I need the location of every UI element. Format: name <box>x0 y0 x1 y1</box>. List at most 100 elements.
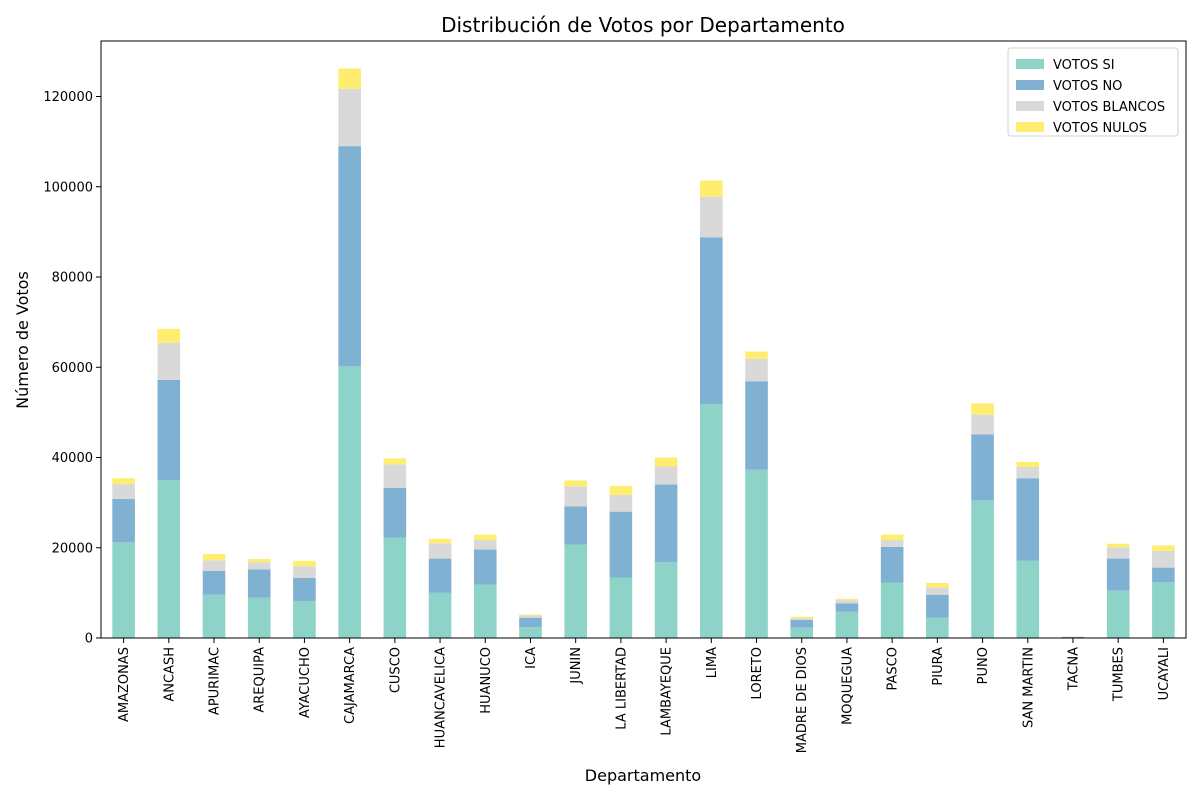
bar-madre-de-dios-votos-si <box>790 627 814 638</box>
x-tick-label-puno: PUNO <box>976 647 991 684</box>
bar-tumbes-votos-nulos <box>1106 543 1130 548</box>
bar-pasco-votos-no <box>880 546 904 583</box>
bar-lima-votos-blancos <box>700 196 723 238</box>
bar-piura-votos-nulos <box>926 582 949 588</box>
bar-amazonas-votos-si <box>112 542 135 638</box>
x-tick-label-loreto: LORETO <box>750 647 765 699</box>
bar-huancavelica-votos-nulos <box>428 538 452 544</box>
bar-loreto-votos-si <box>745 469 768 638</box>
bar-cusco-votos-si <box>383 537 407 638</box>
bar-apurimac-votos-no <box>202 570 226 595</box>
bar-cusco-votos-nulos <box>383 458 407 465</box>
y-axis-label: Número de Votos <box>13 271 32 409</box>
x-tick-label-madre-de-dios: MADRE DE DIOS <box>795 647 810 753</box>
bar-lambayeque-votos-si <box>654 562 678 638</box>
bar-cusco-votos-no <box>383 487 407 538</box>
legend-swatch-votos-nulos <box>1016 122 1044 132</box>
x-tick-label-cajamarca: CAJAMARCA <box>343 647 358 724</box>
x-tick-label-piura: PIURA <box>931 647 946 686</box>
bar-ucayali-votos-blancos <box>1152 550 1175 568</box>
bar-la-libertad-votos-si <box>609 577 633 638</box>
bar-la-libertad-votos-nulos <box>609 485 633 495</box>
bar-moquegua-votos-si <box>835 611 859 638</box>
bar-pasco-votos-nulos <box>880 534 904 541</box>
x-tick-label-lima: LIMA <box>705 647 720 678</box>
bar-huanuco-votos-blancos <box>473 540 497 550</box>
legend-label-votos-blancos: VOTOS BLANCOS <box>1053 100 1165 115</box>
x-tick-label-ucayali: UCAYALI <box>1157 647 1172 700</box>
bar-san-martin-votos-si <box>1016 560 1040 638</box>
bar-tacna-votos-no <box>1061 636 1085 638</box>
x-tick-label-cusco: CUSCO <box>388 647 403 693</box>
bar-ucayali-votos-no <box>1152 567 1175 583</box>
x-tick-label-arequipa: AREQUIPA <box>253 647 268 713</box>
bar-amazonas-votos-blancos <box>112 484 135 500</box>
bar-cajamarca-votos-blancos <box>338 88 361 147</box>
x-tick-label-ica: ICA <box>524 647 539 669</box>
bar-ucayali-votos-nulos <box>1152 545 1175 551</box>
bar-junin-votos-nulos <box>564 480 587 487</box>
bar-ica-votos-blancos <box>519 615 542 618</box>
x-tick-label-huanuco: HUANUCO <box>479 647 494 714</box>
bar-ayacucho-votos-si <box>293 600 316 638</box>
bar-lima-votos-si <box>700 404 723 638</box>
bar-ancash-votos-no <box>157 379 181 481</box>
bar-huancavelica-votos-si <box>428 592 452 638</box>
bar-lima-votos-no <box>700 237 723 405</box>
x-tick-label-tumbes: TUMBES <box>1112 647 1127 702</box>
x-tick-label-huancavelica: HUANCAVELICA <box>434 647 449 748</box>
bar-amazonas-votos-no <box>112 499 135 543</box>
bar-san-martin-votos-blancos <box>1016 466 1040 479</box>
bar-cajamarca-votos-no <box>338 146 361 367</box>
y-tick-label: 100000 <box>43 180 93 195</box>
bar-san-martin-votos-nulos <box>1016 462 1040 467</box>
legend-label-votos-no: VOTOS NO <box>1053 79 1122 94</box>
bar-piura-votos-no <box>926 594 949 618</box>
bar-la-libertad-votos-no <box>609 511 633 578</box>
bar-huanuco-votos-si <box>473 584 497 638</box>
x-axis: AMAZONAS ANCASH APURIMAC AREQUIPA AYACUCHO CA… <box>117 638 1172 753</box>
bar-loreto-votos-no <box>745 381 768 470</box>
bar-arequipa-votos-blancos <box>247 562 271 570</box>
x-tick-label-ancash: ANCASH <box>162 647 177 702</box>
legend-box <box>1007 47 1179 137</box>
bar-ica-votos-si <box>519 627 542 638</box>
bar-loreto-votos-blancos <box>745 358 768 382</box>
bar-apurimac-votos-nulos <box>202 554 226 561</box>
x-tick-label-moquegua: MOQUEGUA <box>840 647 855 725</box>
bar-pasco-votos-si <box>880 582 904 638</box>
bar-ayacucho-votos-blancos <box>293 566 316 578</box>
bar-amazonas-votos-nulos <box>112 478 135 485</box>
x-tick-label-pasco: PASCO <box>886 647 901 690</box>
bar-huanuco-votos-no <box>473 549 497 585</box>
bar-arequipa-votos-no <box>247 569 271 598</box>
bar-lambayeque-votos-no <box>654 484 678 563</box>
bar-huancavelica-votos-no <box>428 558 452 593</box>
bar-madre-de-dios-votos-nulos <box>790 616 814 619</box>
bar-ancash-votos-si <box>157 480 181 638</box>
bar-ica-votos-nulos <box>519 614 542 616</box>
x-tick-label-lambayeque: LAMBAYEQUE <box>660 647 675 736</box>
bar-cajamarca-votos-nulos <box>338 68 361 89</box>
y-tick-label: 40000 <box>52 451 93 466</box>
bar-apurimac-votos-blancos <box>202 560 226 571</box>
bar-tumbes-votos-si <box>1106 590 1130 638</box>
bar-piura-votos-si <box>926 617 949 638</box>
bar-ancash-votos-nulos <box>157 328 181 343</box>
bar-ayacucho-votos-no <box>293 577 316 601</box>
bar-ica-votos-no <box>519 617 542 628</box>
bar-piura-votos-blancos <box>926 587 949 595</box>
bar-lambayeque-votos-blancos <box>654 466 678 485</box>
y-tick-label: 20000 <box>52 541 93 556</box>
bar-arequipa-votos-si <box>247 597 271 638</box>
bar-junin-votos-no <box>564 506 587 545</box>
bar-tumbes-votos-no <box>1106 558 1130 591</box>
bar-huancavelica-votos-blancos <box>428 543 452 559</box>
legend-label-votos-nulos: VOTOS NULOS <box>1053 121 1147 136</box>
bar-puno-votos-blancos <box>971 414 994 435</box>
bars-group <box>112 68 1175 638</box>
y-tick-label: 120000 <box>43 90 93 105</box>
x-tick-label-amazonas: AMAZONAS <box>117 647 132 722</box>
bar-puno-votos-no <box>971 434 994 501</box>
